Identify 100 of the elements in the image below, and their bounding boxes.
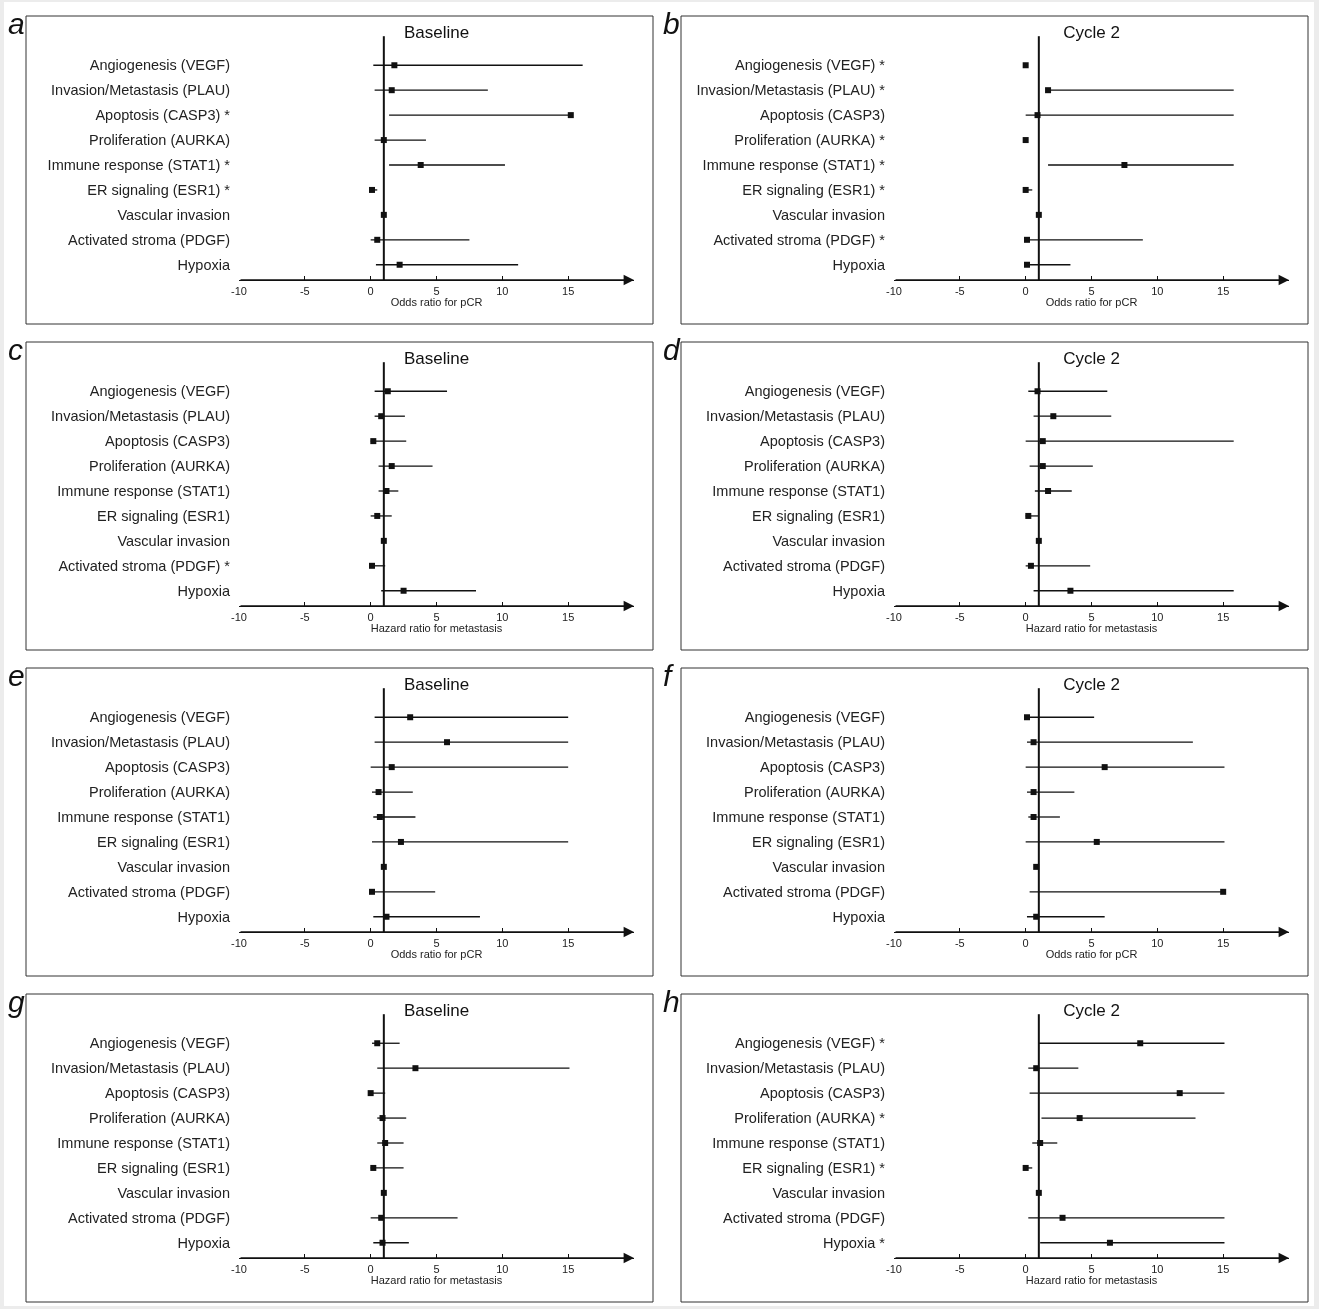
y-tick-label: Proliferation (AURKA) [88,784,230,801]
point [1027,562,1034,569]
point [1121,162,1128,168]
y-tick-label: Hypoxia [177,908,231,925]
point [417,162,424,168]
point [1067,587,1074,594]
y-tick-label: Invasion/Metastasis (PLAU) [51,1060,230,1077]
y-tick-label: ER signaling (ESR1) [752,834,885,851]
x-tick-label: -5 [954,610,965,623]
y-tick-label: Proliferation (AURKA) * [734,1110,886,1127]
y-tick-label: Immune response (STAT1) [712,483,885,500]
point [375,789,382,796]
y-tick-label: ER signaling (ESR1) * [742,182,886,199]
y-tick-label: ER signaling (ESR1) [97,508,230,525]
y-tick-label: Proliferation (AURKA) [743,458,885,475]
point [1023,236,1030,243]
y-tick-label: Hypoxia * [822,1234,886,1251]
y-tick-label: Activated stroma (PDGF) [68,883,230,900]
text: b [663,7,680,40]
text: c [8,333,23,366]
x-tick-label: -10 [886,936,902,949]
x-tick-label: 5 [1088,610,1095,623]
x-tick-label: 10 [496,936,509,949]
point [376,814,383,820]
point [374,512,381,519]
x-tick-label: 5 [1088,284,1095,297]
y-tick-label: Vascular invasion [117,532,230,549]
y-tick-label: Proliferation (AURKA) [743,784,885,801]
point [370,438,377,445]
y-tick-label: Apoptosis (CASP3) [760,107,885,124]
y-tick-label: Apoptosis (CASP3) [760,759,885,776]
x-tick-label: 0 [1022,284,1029,297]
y-tick-label: Invasion/Metastasis (PLAU) [51,82,230,99]
text: g [8,985,25,1018]
y-tick-label: Angiogenesis (VEGF) [744,709,885,726]
chart-title: Cycle 2 [1063,22,1120,42]
chart-title: Baseline [403,22,470,42]
x-tick-label: 0 [367,284,374,297]
point [1045,87,1052,94]
y-tick-label: Vascular invasion [772,532,885,549]
y-tick-label: Immune response (STAT1) [712,809,885,826]
y-tick-label: Apoptosis (CASP3) [105,433,230,450]
x-tick-label: 5 [433,1262,440,1275]
chart-title: Baseline [403,348,470,368]
point [412,1065,419,1072]
point [1050,413,1057,420]
x-tick-label: -10 [231,284,247,297]
x-tick-label: 10 [496,1262,509,1275]
y-tick-label: Immune response (STAT1) [712,1135,885,1152]
point [374,1040,381,1047]
y-tick-label: Invasion/Metastasis (PLAU) [706,1060,885,1077]
point [1023,714,1030,721]
point [391,62,398,69]
point [1059,1214,1066,1221]
point [1039,463,1046,470]
x-tick-label: -5 [954,1262,965,1275]
text: f [663,659,674,692]
point [1030,789,1037,796]
point [396,261,403,268]
x-tick-label: 10 [1151,610,1164,623]
x-axis-title: Hazard ratio for metastasis [1025,1274,1158,1287]
y-tick-label: Invasion/Metastasis (PLAU) [706,408,885,425]
y-tick-label: Vascular invasion [772,1184,885,1201]
y-tick-label: Vascular invasion [772,858,885,875]
x-tick-label: -10 [231,936,247,949]
point [1025,512,1032,519]
point [1093,838,1100,845]
x-axis-title: Hazard ratio for metastasis [370,1274,503,1287]
x-tick-label: -5 [299,936,310,949]
y-tick-label: Apoptosis (CASP3) [760,1085,885,1102]
y-tick-label: Activated stroma (PDGF) [723,883,885,900]
point [368,562,375,569]
point [388,87,395,94]
text: d [663,333,681,366]
y-tick-label: Vascular invasion [117,1184,230,1201]
x-tick-label: 10 [1151,936,1164,949]
x-tick-label: -10 [886,284,902,297]
point [1039,438,1046,445]
point [1076,1115,1083,1122]
point [374,236,381,243]
x-tick-label: 10 [496,610,509,623]
x-tick-label: 15 [1217,610,1230,623]
y-tick-label: Activated stroma (PDGF) [68,1209,230,1226]
point [1101,764,1108,771]
text: e [8,659,25,692]
point [397,838,404,845]
chart-title: Baseline [403,674,470,694]
y-tick-label: Invasion/Metastasis (PLAU) [51,408,230,425]
y-tick-label: Vascular invasion [117,858,230,875]
point [368,888,375,895]
y-tick-label: ER signaling (ESR1) [97,834,230,851]
point [400,587,407,594]
text: a [8,7,25,40]
y-tick-label: Angiogenesis (VEGF) [89,709,230,726]
chart-title: Cycle 2 [1063,1000,1120,1020]
y-tick-label: Vascular invasion [117,206,230,223]
point [1106,1239,1113,1246]
x-tick-label: 5 [433,284,440,297]
y-tick-label: Hypoxia [832,256,886,273]
point [1137,1040,1144,1047]
